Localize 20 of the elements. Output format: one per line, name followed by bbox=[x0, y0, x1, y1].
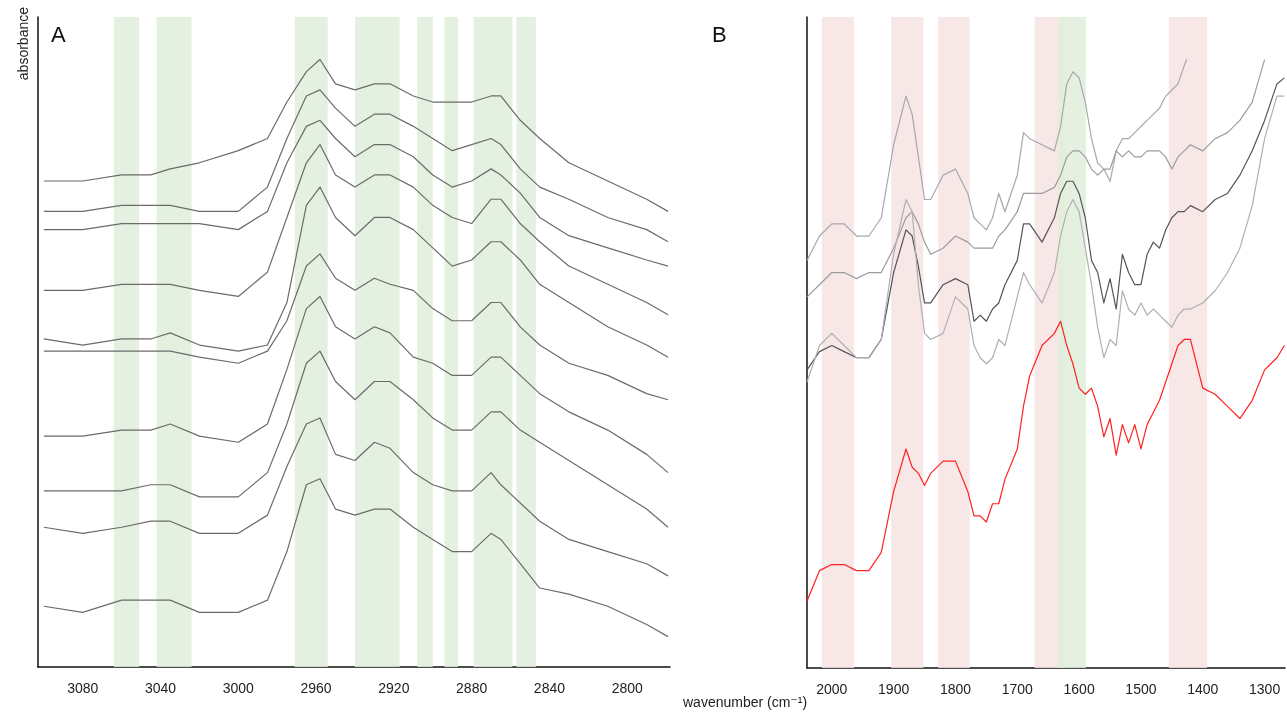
x-tick-label: 2880 bbox=[456, 680, 488, 696]
x-tick-label: 2920 bbox=[378, 680, 410, 696]
x-tick-label: 3000 bbox=[222, 680, 255, 696]
x-tick-label: 3040 bbox=[144, 680, 177, 696]
x-tick-label: 2800 bbox=[611, 680, 643, 696]
x-tick-label: 1600 bbox=[1063, 681, 1095, 697]
x-tick-label: 1400 bbox=[1187, 681, 1219, 697]
text: A bbox=[51, 21, 66, 47]
x-axis-title: wavenumber (cm⁻¹) bbox=[681, 694, 808, 710]
x-tick-label: 1800 bbox=[939, 681, 972, 697]
x-tick-label: 3080 bbox=[67, 680, 99, 696]
y-axis-title: absorbance bbox=[15, 6, 31, 81]
text: B bbox=[712, 21, 727, 47]
x-tick-label: 2960 bbox=[300, 680, 332, 696]
x-tick-label: 1900 bbox=[878, 681, 910, 697]
x-tick-label: 2840 bbox=[533, 680, 566, 696]
x-tick-label: 1300 bbox=[1249, 681, 1281, 697]
x-tick-label: 1700 bbox=[1001, 681, 1034, 697]
x-tick-label: 1500 bbox=[1125, 681, 1157, 697]
x-tick-label: 2000 bbox=[816, 681, 848, 697]
